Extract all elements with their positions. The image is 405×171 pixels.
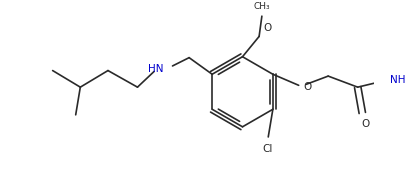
Text: NH₂: NH₂ bbox=[389, 75, 405, 85]
Text: O: O bbox=[263, 23, 271, 33]
Text: O: O bbox=[303, 82, 311, 92]
Text: CH₃: CH₃ bbox=[253, 2, 269, 11]
Text: Cl: Cl bbox=[262, 144, 272, 154]
Text: HN: HN bbox=[147, 64, 163, 74]
Text: O: O bbox=[360, 119, 368, 129]
